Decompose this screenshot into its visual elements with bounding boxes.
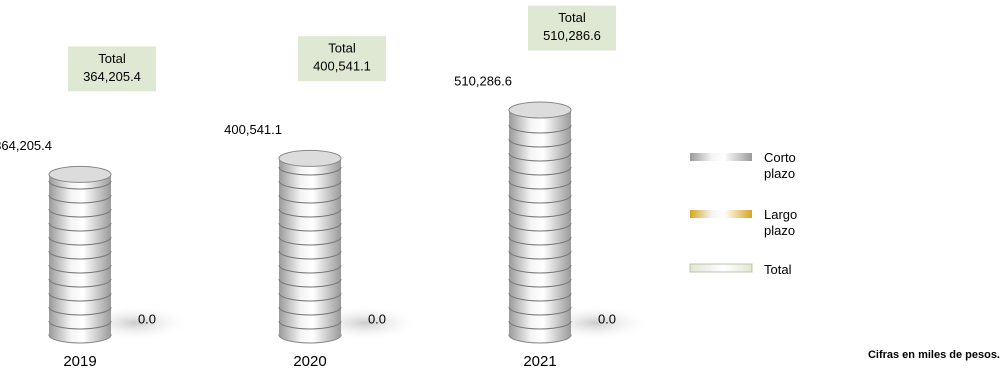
total-title: Total (558, 10, 586, 25)
legend-swatch (690, 210, 752, 218)
coin-edge (278, 306, 342, 316)
legend-swatch (689, 263, 753, 273)
coin-edge (48, 222, 112, 232)
coin-edge (508, 194, 572, 204)
coin-edge (508, 236, 572, 246)
value-label: 364,205.4 (0, 138, 52, 153)
coin-edge (48, 208, 112, 218)
value-label: 400,541.1 (224, 122, 282, 137)
total-box (68, 46, 156, 92)
coin-edge (508, 306, 572, 316)
total-value: 364,205.4 (83, 69, 141, 84)
bar (49, 174, 111, 335)
coin-edge (508, 124, 572, 134)
coin-edge (278, 320, 342, 330)
value-label: 510,286.6 (454, 73, 512, 88)
total-box (298, 36, 386, 82)
coin-edge (48, 278, 112, 288)
coin-edge (508, 222, 572, 232)
coin-edge (48, 264, 112, 274)
coin-edge (48, 194, 112, 204)
total-title: Total (328, 41, 356, 56)
coin-edge (48, 292, 112, 302)
coin-edge (278, 250, 342, 260)
coin-edge (508, 250, 572, 260)
coin-edge (508, 152, 572, 162)
coin-top (278, 149, 342, 167)
coin-top (508, 101, 572, 119)
coin-edge (508, 180, 572, 190)
coin-edge (48, 250, 112, 260)
coin-edge (278, 278, 342, 288)
note: Cifras en miles de pesos. (868, 349, 1000, 361)
value-label: 0.0 (598, 311, 616, 326)
coin-edge (48, 306, 112, 316)
coin-edge (508, 208, 572, 218)
x-tick-label: 2020 (293, 353, 326, 370)
coin-edge (278, 180, 342, 190)
coin-edge (48, 320, 112, 330)
coin-edge (278, 166, 342, 176)
value-label: 0.0 (368, 311, 386, 326)
coin-top (48, 165, 112, 183)
legend-label: Largo plazo (764, 207, 798, 238)
coin-edge (508, 264, 572, 274)
total-title: Total (98, 51, 126, 66)
coin-edge (48, 236, 112, 246)
coin-edge (508, 292, 572, 302)
coin-edge (508, 166, 572, 176)
x-tick-label: 2019 (63, 353, 96, 370)
total-value: 400,541.1 (313, 59, 371, 74)
coin-edge (48, 180, 112, 190)
coin-edge (278, 236, 342, 246)
coin-edge (508, 278, 572, 288)
legend-label: Total (764, 262, 792, 277)
bar (279, 158, 341, 335)
legend-label: Corto plazo (764, 150, 796, 181)
coin-edge (508, 138, 572, 148)
coin-edge (278, 208, 342, 218)
coin-edge (278, 292, 342, 302)
total-value: 510,286.6 (543, 28, 601, 43)
coin-edge (278, 194, 342, 204)
total-box (528, 5, 616, 51)
x-tick-label: 2021 (523, 353, 556, 370)
coin-edge (508, 320, 572, 330)
legend-swatch (690, 153, 752, 161)
coin-edge (278, 222, 342, 232)
coin-edge (278, 264, 342, 274)
value-label: 0.0 (138, 311, 156, 326)
